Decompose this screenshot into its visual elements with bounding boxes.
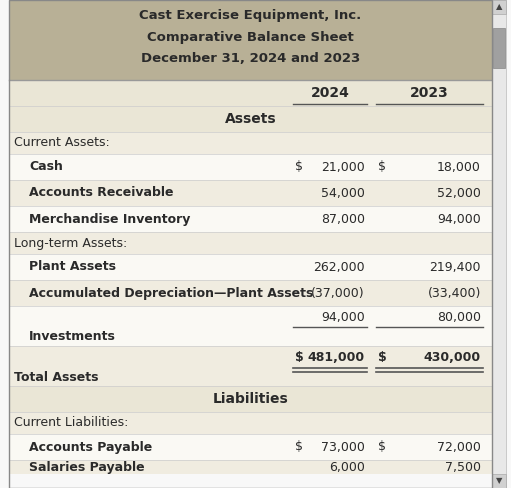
Bar: [9, 306, 492, 346]
Text: Total Assets: Total Assets: [14, 371, 99, 384]
Bar: [492, 474, 506, 488]
Text: 21,000: 21,000: [321, 161, 365, 174]
Text: (33,400): (33,400): [428, 286, 481, 300]
Text: 6,000: 6,000: [329, 461, 365, 473]
Text: Current Assets:: Current Assets:: [14, 137, 110, 149]
Text: 18,000: 18,000: [437, 161, 481, 174]
Bar: [9, 434, 492, 460]
Text: $: $: [378, 441, 386, 453]
Bar: [9, 232, 492, 254]
Text: 219,400: 219,400: [430, 261, 481, 273]
Text: Accounts Receivable: Accounts Receivable: [29, 186, 174, 200]
Text: Accounts Payable: Accounts Payable: [29, 441, 152, 453]
Bar: [492, 0, 506, 14]
Bar: [9, 254, 492, 280]
Text: 94,000: 94,000: [321, 311, 365, 325]
Bar: [9, 346, 492, 386]
Text: Accumulated Depreciation—Plant Assets: Accumulated Depreciation—Plant Assets: [29, 286, 313, 300]
Text: 2024: 2024: [311, 86, 350, 100]
Bar: [9, 132, 492, 154]
Text: 262,000: 262,000: [313, 261, 365, 273]
Text: Liabilities: Liabilities: [213, 392, 288, 406]
Bar: [9, 80, 492, 106]
Bar: [9, 180, 492, 206]
Text: 7,500: 7,500: [445, 461, 481, 473]
Bar: [493, 28, 505, 68]
Bar: [9, 206, 492, 232]
Text: 72,000: 72,000: [437, 441, 481, 453]
Bar: [9, 280, 492, 306]
Text: 73,000: 73,000: [321, 441, 365, 453]
Bar: [9, 106, 492, 132]
Bar: [9, 154, 492, 180]
Text: Assets: Assets: [225, 112, 276, 126]
Text: December 31, 2024 and 2023: December 31, 2024 and 2023: [141, 52, 360, 64]
Text: Long-term Assets:: Long-term Assets:: [14, 237, 127, 249]
Text: $: $: [295, 441, 303, 453]
Text: 2023: 2023: [410, 86, 449, 100]
Text: 430,000: 430,000: [424, 351, 481, 364]
Text: $: $: [378, 351, 387, 364]
Text: (37,000): (37,000): [311, 286, 365, 300]
Text: 87,000: 87,000: [321, 212, 365, 225]
Text: Comparative Balance Sheet: Comparative Balance Sheet: [147, 32, 354, 44]
Text: 52,000: 52,000: [437, 186, 481, 200]
Text: 481,000: 481,000: [308, 351, 365, 364]
Text: $: $: [378, 161, 386, 174]
Text: $: $: [295, 351, 304, 364]
Bar: [492, 0, 506, 488]
Text: ▲: ▲: [496, 2, 502, 12]
Text: Plant Assets: Plant Assets: [29, 261, 116, 273]
Text: Investments: Investments: [29, 329, 116, 343]
Text: $: $: [295, 161, 303, 174]
Text: Merchandise Inventory: Merchandise Inventory: [29, 212, 191, 225]
Bar: [9, 386, 492, 412]
Text: Salaries Payable: Salaries Payable: [29, 461, 145, 473]
Text: Cash: Cash: [29, 161, 63, 174]
Text: Cast Exercise Equipment, Inc.: Cast Exercise Equipment, Inc.: [140, 9, 362, 22]
Text: ▼: ▼: [496, 476, 502, 486]
Bar: [9, 460, 492, 474]
Bar: [9, 0, 492, 80]
Text: 54,000: 54,000: [321, 186, 365, 200]
Bar: [9, 412, 492, 434]
Text: Current Liabilities:: Current Liabilities:: [14, 416, 128, 429]
Text: 80,000: 80,000: [437, 311, 481, 325]
Text: 94,000: 94,000: [437, 212, 481, 225]
